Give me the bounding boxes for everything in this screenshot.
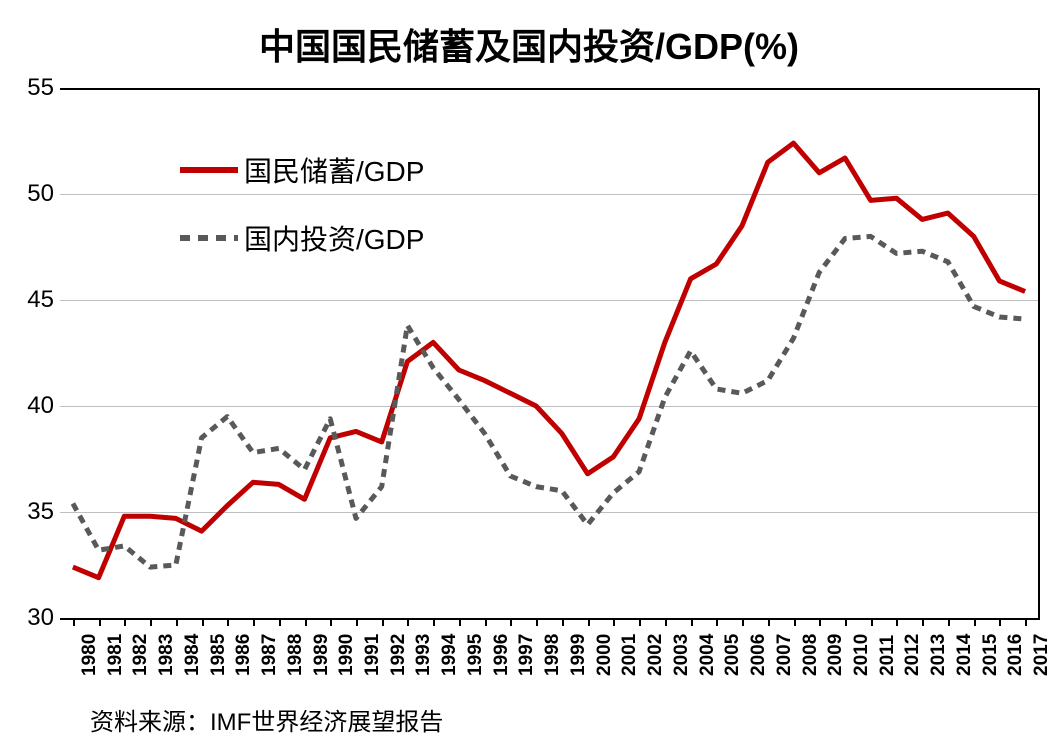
legend: 国民储蓄/GDP 国内投资/GDP: [180, 150, 424, 286]
x-tick-label: 2012: [902, 634, 924, 676]
x-tick-mark: [845, 618, 847, 626]
x-tick-mark: [999, 618, 1001, 626]
x-tick-mark: [742, 618, 744, 626]
x-tick-label: 2011: [877, 635, 899, 676]
x-tick-label: 2007: [774, 634, 796, 676]
x-tick-label: 1992: [388, 634, 410, 676]
x-tick-label: 1998: [542, 634, 564, 676]
x-tick-label: 2015: [980, 634, 1002, 676]
x-tick-mark: [150, 618, 152, 626]
x-tick-label: 1990: [336, 634, 358, 676]
x-tick-mark: [510, 618, 512, 626]
x-tick-label: 1986: [233, 634, 255, 676]
x-tick-mark: [613, 618, 615, 626]
y-tick-label: 45: [27, 286, 54, 314]
x-tick-label: 2010: [851, 634, 873, 676]
x-tick-mark: [279, 618, 281, 626]
y-tick-label: 30: [27, 604, 54, 632]
legend-item-savings: 国民储蓄/GDP: [180, 150, 424, 190]
x-tick-mark: [382, 618, 384, 626]
x-tick-mark: [639, 618, 641, 626]
x-tick-label: 2016: [1005, 634, 1027, 676]
x-tick-label: 1999: [568, 634, 590, 676]
legend-swatch-investment: [180, 235, 238, 241]
x-tick-mark: [227, 618, 229, 626]
source-note: 资料来源：IMF世界经济展望报告: [90, 702, 443, 737]
x-tick-mark: [73, 618, 75, 626]
x-tick-mark: [794, 618, 796, 626]
x-tick-label: 1984: [182, 634, 204, 676]
x-tick-mark: [176, 618, 178, 626]
x-tick-mark: [459, 618, 461, 626]
x-tick-mark: [819, 618, 821, 626]
x-tick-mark: [330, 618, 332, 626]
x-tick-mark: [99, 618, 101, 626]
y-tick-label: 55: [27, 74, 54, 102]
x-tick-mark: [922, 618, 924, 626]
x-tick-label: 1981: [105, 634, 127, 676]
chart-title: 中国国民储蓄及国内投资/GDP(%): [0, 18, 1058, 70]
x-tick-label: 1991: [362, 634, 384, 676]
x-tick-mark: [124, 618, 126, 626]
y-tick-label: 40: [27, 392, 54, 420]
x-tick-mark: [665, 618, 667, 626]
x-tick-mark: [536, 618, 538, 626]
x-tick-label: 2014: [954, 634, 976, 676]
x-tick-label: 2006: [748, 634, 770, 676]
legend-item-investment: 国内投资/GDP: [180, 218, 424, 258]
x-tick-mark: [1025, 618, 1027, 626]
x-tick-label: 2005: [722, 634, 744, 676]
x-tick-label: 2001: [619, 634, 641, 676]
x-tick-label: 1995: [465, 634, 487, 676]
x-tick-label: 1989: [311, 634, 333, 676]
x-tick-label: 1987: [259, 634, 281, 676]
x-tick-mark: [871, 618, 873, 626]
x-tick-mark: [433, 618, 435, 626]
x-tick-mark: [407, 618, 409, 626]
x-tick-label: 1994: [439, 634, 461, 676]
chart-container: 中国国民储蓄及国内投资/GDP(%) 30 35 40 45 50 55 国民储蓄/GDP…: [0, 0, 1058, 754]
x-tick-label: 1988: [285, 634, 307, 676]
x-tick-mark: [305, 618, 307, 626]
x-tick-label: 1985: [208, 634, 230, 676]
x-tick-label: 2000: [594, 634, 616, 676]
legend-label-investment: 国内投资/GDP: [244, 218, 424, 258]
x-tick-label: 2003: [671, 634, 693, 676]
x-tick-mark: [588, 618, 590, 626]
y-tick-label: 50: [27, 180, 54, 208]
y-tick-label: 35: [27, 498, 54, 526]
x-tick-label: 2008: [800, 634, 822, 676]
x-tick-label: 2002: [645, 634, 667, 676]
x-tick-mark: [253, 618, 255, 626]
x-tick-label: 2004: [697, 634, 719, 676]
x-tick-mark: [691, 618, 693, 626]
x-tick-label: 1996: [491, 634, 513, 676]
x-tick-mark: [485, 618, 487, 626]
x-tick-mark: [356, 618, 358, 626]
x-tick-label: 2013: [928, 634, 950, 676]
x-tick-label: 1983: [156, 634, 178, 676]
x-tick-label: 1982: [130, 634, 152, 676]
x-tick-mark: [716, 618, 718, 626]
x-tick-mark: [768, 618, 770, 626]
legend-swatch-savings: [180, 167, 238, 173]
x-tick-mark: [948, 618, 950, 626]
legend-label-savings: 国民储蓄/GDP: [244, 150, 424, 190]
x-tick-mark: [974, 618, 976, 626]
x-tick-label: 2017: [1031, 634, 1053, 676]
x-tick-mark: [896, 618, 898, 626]
x-tick-mark: [202, 618, 204, 626]
x-tick-label: 2009: [825, 634, 847, 676]
x-tick-label: 1980: [79, 634, 101, 676]
x-tick-label: 1997: [516, 634, 538, 676]
x-tick-label: 1993: [413, 634, 435, 676]
x-tick-mark: [562, 618, 564, 626]
